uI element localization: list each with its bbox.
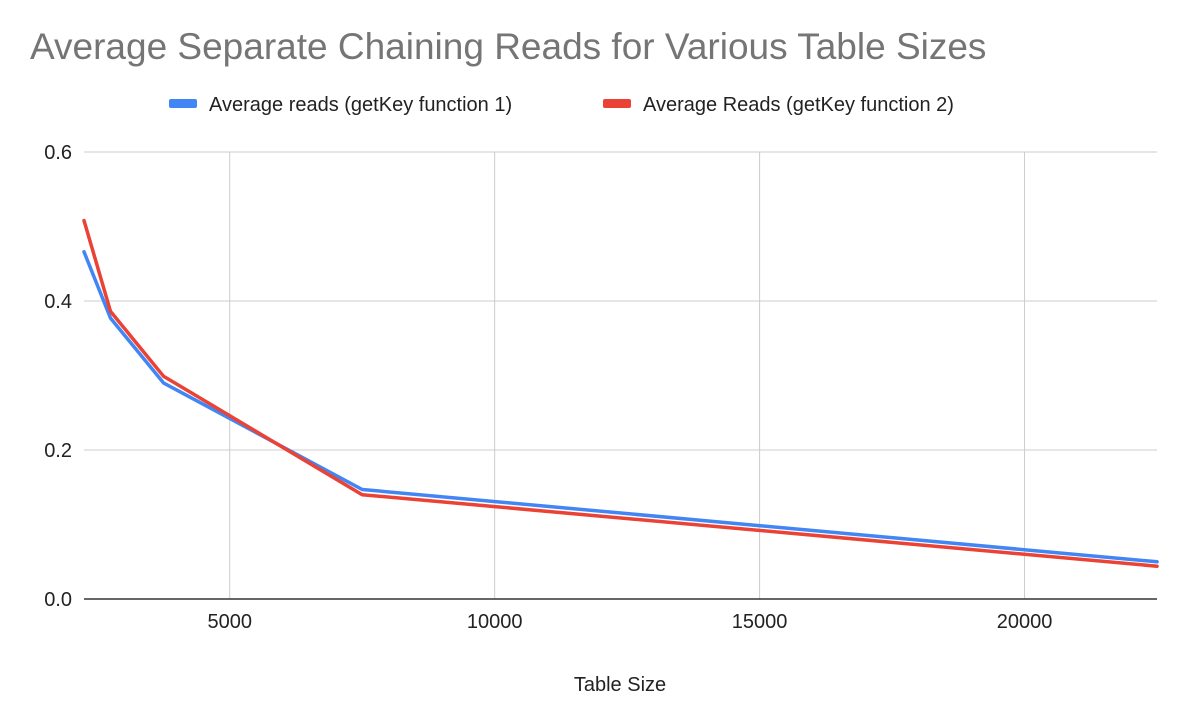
legend-label-series-1: Average reads (getKey function 1) bbox=[209, 94, 512, 116]
x-axis-label: Table Size bbox=[574, 674, 666, 696]
x-tick-label: 20000 bbox=[997, 611, 1053, 633]
series-layer bbox=[82, 218, 1159, 568]
y-tick-label: 0.6 bbox=[44, 142, 72, 164]
series-line-1 bbox=[82, 250, 1159, 564]
x-tick-label: 15000 bbox=[732, 611, 788, 633]
y-tick-label: 0.2 bbox=[44, 440, 72, 462]
axes: 0.0 0.2 0.4 0.6 5000 10000 15000 20000 bbox=[44, 142, 1157, 633]
legend-swatch-series-2 bbox=[603, 99, 631, 108]
y-tick-label: 0.4 bbox=[44, 291, 72, 313]
legend: Average reads (getKey function 1) Averag… bbox=[169, 94, 954, 116]
chart-title: Average Separate Chaining Reads for Vari… bbox=[30, 26, 986, 67]
y-tick-label: 0.0 bbox=[44, 589, 72, 611]
grid bbox=[84, 151, 1157, 599]
x-tick-label: 10000 bbox=[467, 611, 523, 633]
x-tick-label: 5000 bbox=[207, 611, 252, 633]
legend-label-series-2: Average Reads (getKey function 2) bbox=[643, 94, 954, 116]
legend-swatch-series-1 bbox=[169, 99, 197, 108]
series-line-2 bbox=[82, 218, 1159, 568]
